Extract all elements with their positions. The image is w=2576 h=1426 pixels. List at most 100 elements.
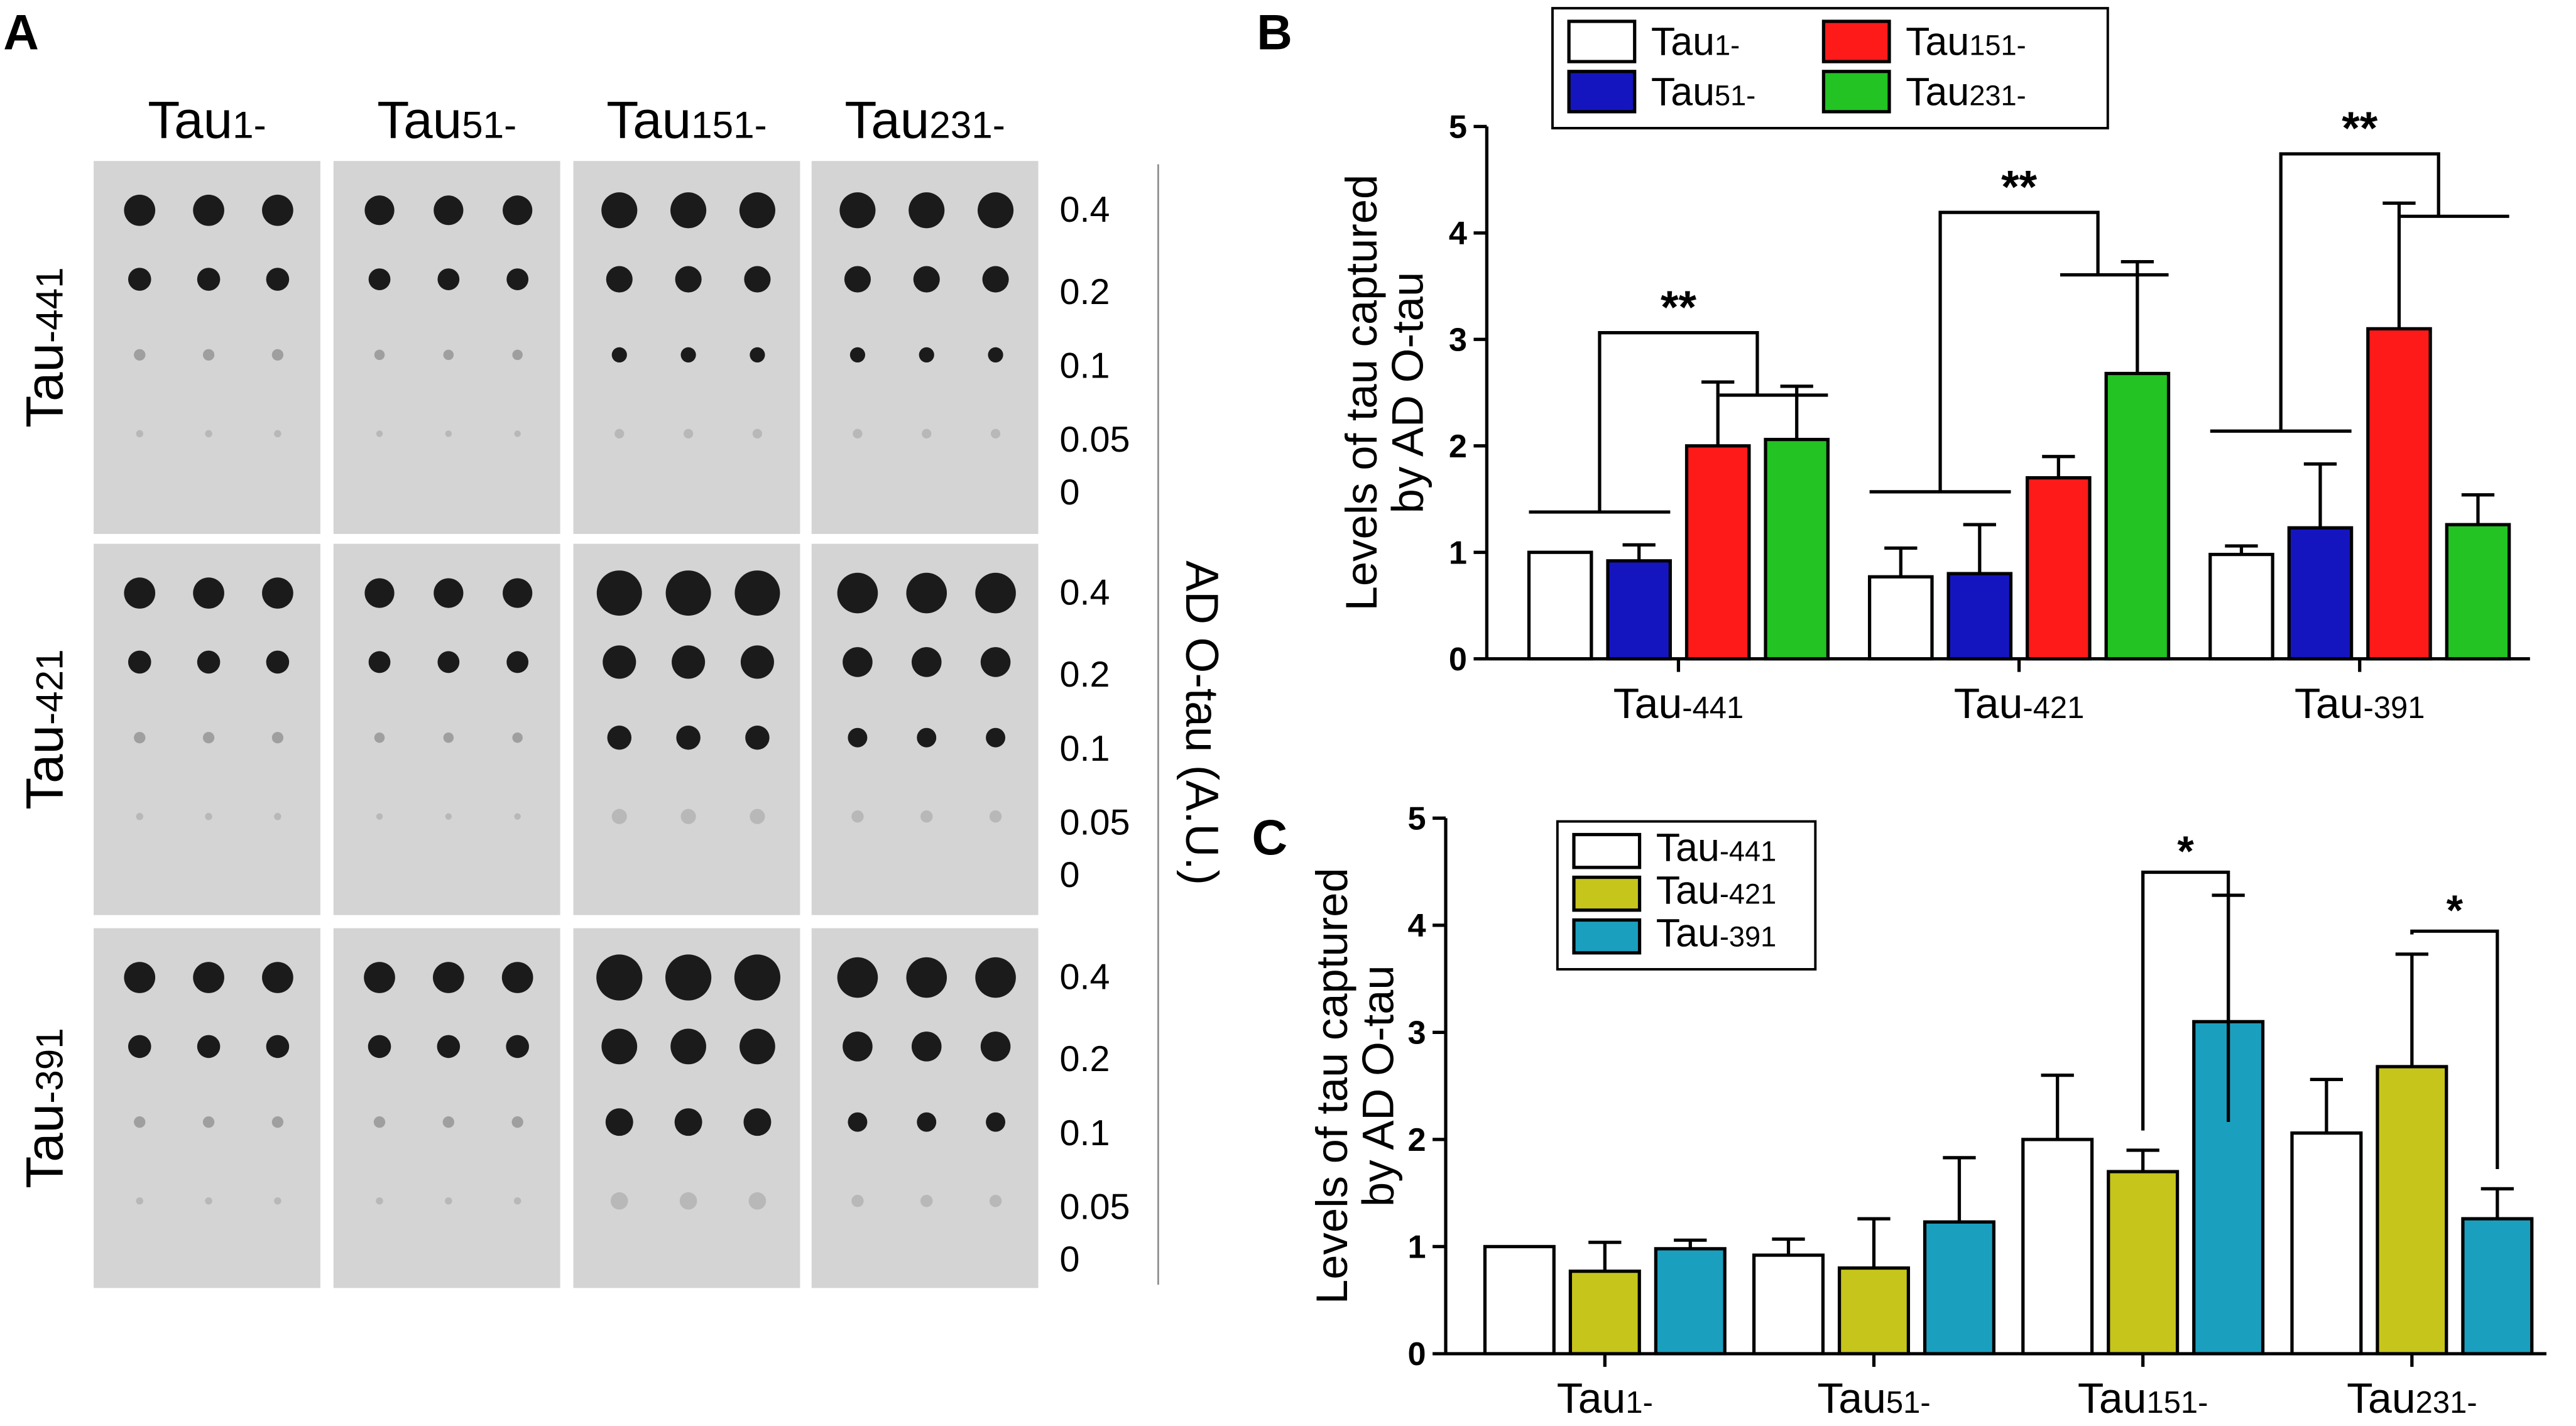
blot-dot (443, 732, 454, 743)
blot-dot (611, 347, 627, 362)
blot-dot (982, 266, 1009, 293)
error-bar (1963, 523, 1996, 574)
blot-concentration: 0.05 (1060, 420, 1130, 460)
blot-dot (670, 192, 707, 229)
blot-dot (750, 347, 765, 362)
bar (2026, 476, 2092, 661)
blot-dot (848, 1112, 868, 1132)
bracket (2410, 929, 2499, 1169)
legend-swatch (1567, 19, 1637, 63)
blot-concentration: 0.2 (1060, 272, 1110, 312)
significance-label: * (2177, 827, 2194, 875)
legend-swatch (1572, 918, 1642, 955)
blot-dot (368, 268, 391, 290)
blot-dot (364, 962, 395, 993)
blot-dot (614, 428, 625, 439)
bracket (2141, 870, 2230, 1131)
blot-dot (368, 1035, 391, 1059)
bar (2021, 1138, 2094, 1356)
blot-dot (373, 1116, 386, 1128)
blot-dot (752, 428, 763, 439)
bar (1568, 1270, 1641, 1356)
blot-dot (745, 725, 770, 750)
blot-dot (843, 1031, 873, 1062)
blot-dot (837, 572, 878, 614)
blot-column-label: Tau1- (148, 90, 266, 150)
bar (2208, 553, 2274, 661)
bar (1837, 1266, 1911, 1356)
x-tick-label: Tau151- (2078, 1374, 2208, 1422)
bar (1654, 1247, 1727, 1356)
x-tick-label: Tau51- (1817, 1374, 1930, 1422)
blot-dot (512, 349, 523, 361)
blot-dot (136, 813, 144, 820)
legend-swatch (1567, 70, 1637, 114)
blot-dot (674, 1108, 702, 1136)
blot-axis-label: AD O-tau (A.U.) (1176, 560, 1228, 885)
bar (1483, 1244, 1556, 1356)
blot-dot (670, 1028, 706, 1065)
blot-dot (193, 577, 224, 609)
blot-dot (601, 192, 638, 229)
blot-concentration: 0 (1060, 855, 1080, 895)
legend-label: Tau-441 (1656, 825, 1777, 869)
blot-dot (601, 1028, 638, 1065)
significance-label: ** (1661, 281, 1696, 333)
blot-dot (134, 349, 146, 361)
blot-dot (271, 349, 284, 361)
panel-label: C (1252, 810, 1287, 865)
blot-column-label: Tau151- (606, 90, 767, 150)
blot-dot (986, 1112, 1006, 1132)
blot-dot (134, 1116, 146, 1128)
blot-dot (513, 1197, 521, 1205)
legend-swatch (1572, 875, 1642, 912)
x-tick-label: Tau1- (1557, 1374, 1653, 1422)
blot-dot (919, 347, 934, 362)
bar (1764, 437, 1830, 661)
blot-dot (197, 1035, 221, 1059)
blot-dot (607, 725, 632, 750)
blot-dot (274, 813, 281, 820)
error-bar (2225, 544, 2258, 555)
x-tick-label: Tau-391 (2295, 680, 2425, 727)
blot-dot (202, 732, 215, 744)
error-bar (2382, 201, 2416, 329)
legend-label: Tau51- (1651, 70, 1755, 114)
blot-dot (437, 268, 460, 290)
blot-dot (743, 1108, 772, 1136)
blot-dot (844, 266, 871, 293)
error-bar (1622, 543, 1656, 561)
significance-bracket (1869, 210, 2169, 494)
blot-dot (740, 645, 774, 679)
error-bar (2461, 493, 2495, 525)
blot-dot (368, 651, 391, 673)
bar (1752, 1253, 1825, 1356)
blot-dot (911, 1031, 942, 1062)
blot-dot (837, 957, 878, 998)
blot-dot (610, 1192, 628, 1210)
bar (2107, 1170, 2180, 1356)
blot-dot (266, 268, 290, 291)
blot-dot (434, 195, 464, 226)
blot-dot (906, 957, 947, 998)
blot-dot (986, 727, 1006, 748)
significance-bracket (2210, 152, 2509, 433)
blot-dot (442, 1116, 454, 1128)
blot-dot (989, 1194, 1002, 1207)
blot-dot (434, 578, 464, 608)
blot-dot (672, 645, 706, 679)
blot-concentration: 0.05 (1060, 1187, 1130, 1227)
blot-dot (605, 1108, 633, 1136)
blot-dot (675, 266, 702, 293)
blot-dot (606, 266, 633, 293)
blot-concentration: 0.1 (1060, 1113, 1110, 1153)
error-bar (2120, 259, 2154, 374)
error-bar (1674, 1238, 1707, 1249)
blot-dot (376, 1197, 383, 1205)
y-tick-label: 3 (1408, 1015, 1426, 1052)
blot-row-label: Tau-391 (14, 1028, 74, 1188)
bar (1868, 575, 1934, 661)
y-tick-label: 3 (1449, 322, 1467, 359)
blot-dot (920, 810, 933, 823)
